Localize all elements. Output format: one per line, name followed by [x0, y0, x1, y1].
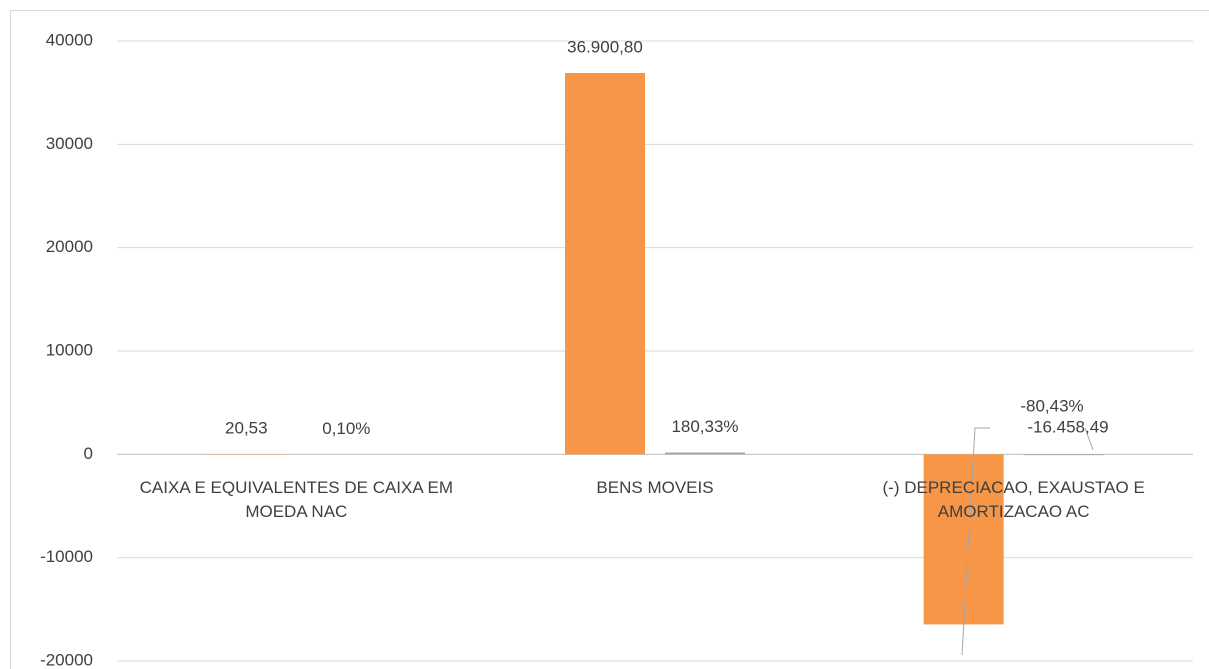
bar — [665, 452, 745, 455]
y-tick-label: 0 — [84, 444, 93, 463]
data-label: -80,43% — [1020, 396, 1083, 415]
bar — [923, 454, 1004, 625]
bar — [565, 73, 645, 455]
bar — [1023, 454, 1104, 456]
y-tick-label: 40000 — [46, 30, 93, 49]
chart-border — [10, 10, 1209, 669]
data-label: 0,10% — [322, 419, 370, 438]
data-label: 20,53 — [225, 419, 268, 438]
y-tick-label: 20000 — [46, 237, 93, 256]
x-tick-label: (-) DEPRECIACAO, EXAUSTAO E AMORTIZACAO … — [882, 478, 1145, 522]
x-tick-label: CAIXA E EQUIVALENTES DE CAIXA EM MOEDA N… — [139, 478, 453, 522]
data-label: 180,33% — [671, 417, 738, 436]
leader-line — [961, 427, 990, 656]
y-tick-label: 30000 — [46, 134, 93, 153]
y-tick-label: 10000 — [46, 340, 93, 359]
y-tick-label: -10000 — [40, 547, 93, 566]
y-tick-label: -20000 — [40, 650, 93, 669]
leader-line — [1084, 427, 1094, 451]
data-label: 36.900,80 — [567, 38, 643, 57]
data-label: -16.458,49 — [1027, 417, 1108, 436]
x-tick-label: BENS MOVEIS — [596, 478, 714, 498]
